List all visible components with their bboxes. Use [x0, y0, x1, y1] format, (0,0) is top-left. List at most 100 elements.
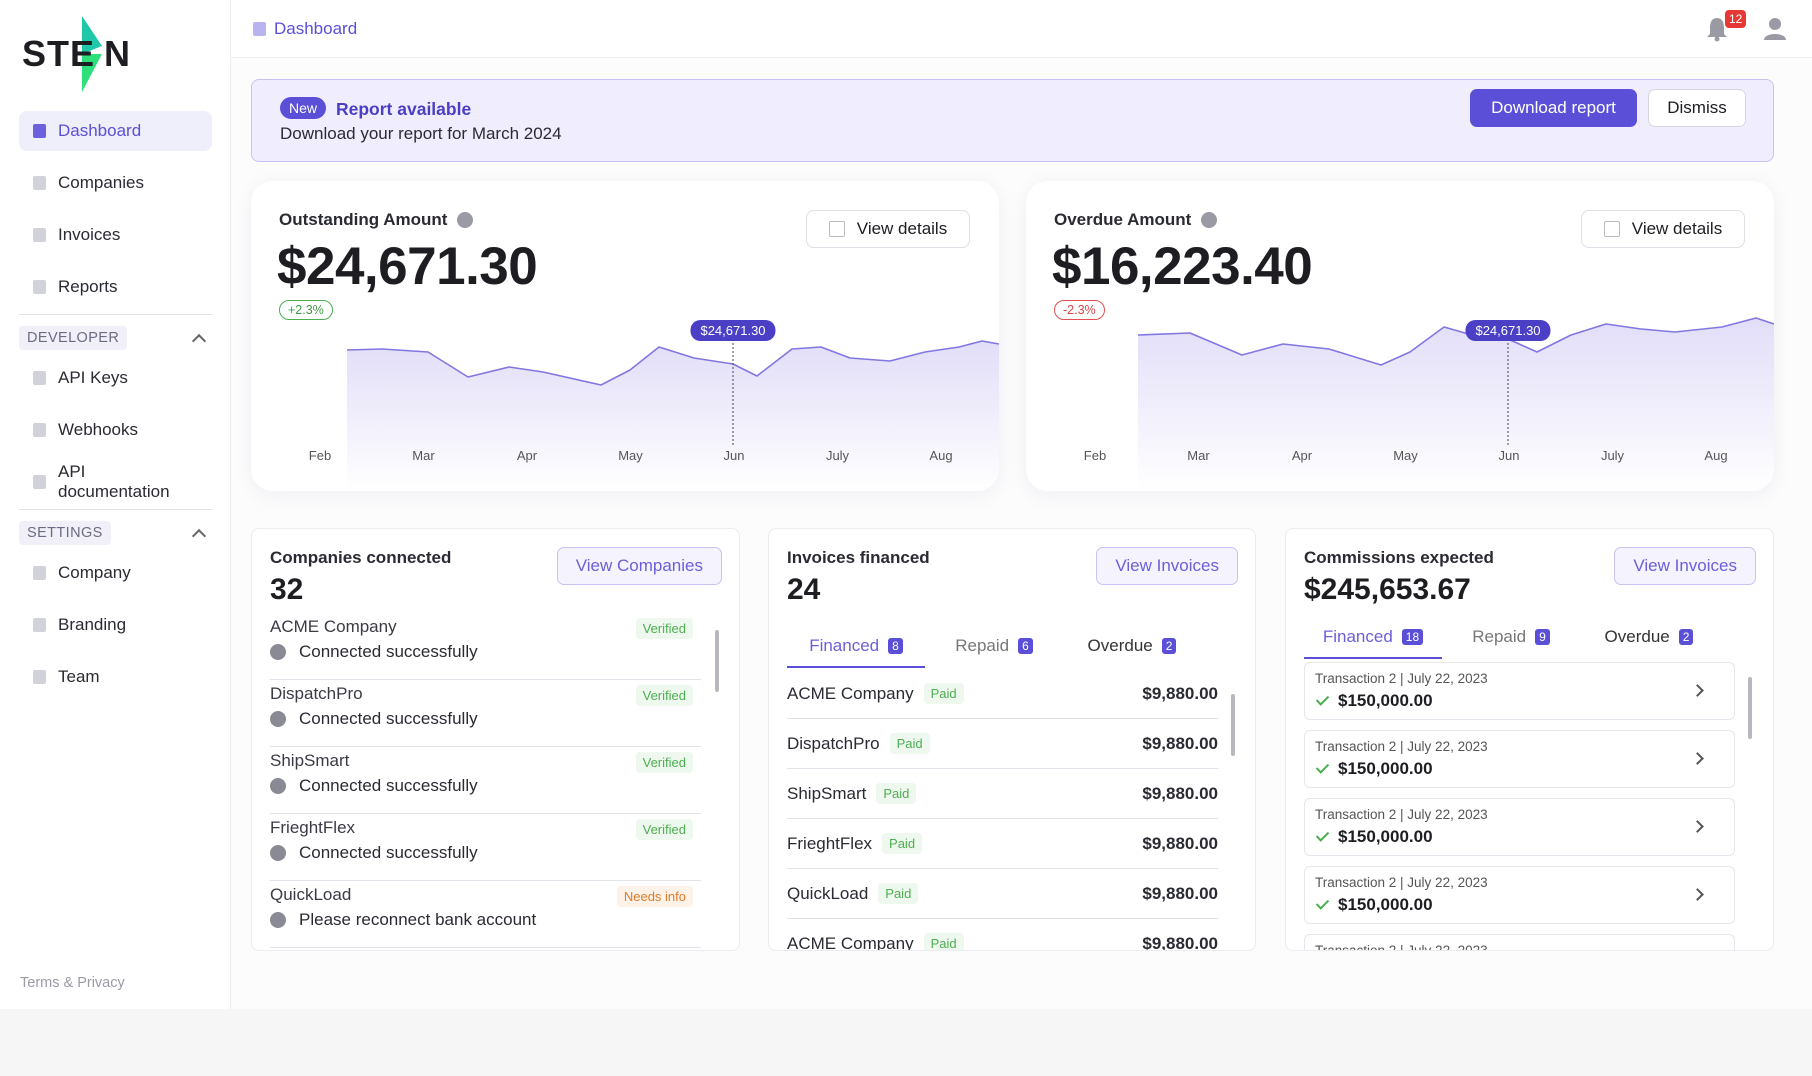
- transaction-value: $150,000.00: [1338, 759, 1433, 778]
- tab-count: 2: [1678, 629, 1694, 645]
- user-icon[interactable]: [1763, 17, 1787, 41]
- invoice-row[interactable]: ShipSmart Paid $9,880.00: [787, 769, 1218, 819]
- tab-label: Overdue: [1604, 627, 1670, 646]
- banner-badge: New: [280, 97, 327, 119]
- nav-item[interactable]: Companies: [19, 163, 212, 203]
- connection-text: Connected successfully: [299, 709, 478, 728]
- company-item[interactable]: QuickLoad Needs info Please reconnect bank…: [270, 881, 701, 948]
- transaction-item[interactable]: Transaction 2 | July 22, 2023 $150,000.00: [1304, 730, 1735, 788]
- nav-label: Company: [58, 563, 131, 582]
- change-badge: -2.3%: [1054, 300, 1105, 320]
- nav-item[interactable]: API Keys: [19, 358, 212, 398]
- view-details-button[interactable]: View details: [806, 210, 970, 248]
- company-name: FrieghtFlex: [270, 818, 356, 837]
- transaction-label: Transaction 2 | July 22, 2023: [1315, 739, 1488, 754]
- invoice-row[interactable]: ACME Company Paid $9,880.00: [787, 919, 1218, 951]
- company-item[interactable]: DispatchPro Verified Connected successfull…: [270, 680, 701, 747]
- connection-text: Please reconnect bank account: [299, 910, 537, 929]
- tab-count: 18: [1401, 629, 1424, 645]
- panel-button[interactable]: View Invoices: [1614, 547, 1756, 585]
- footer-link[interactable]: Terms & Privacy: [20, 975, 125, 991]
- status-icon: [270, 912, 286, 928]
- invoice-amount: $9,880.00: [1142, 733, 1218, 753]
- invoice-name: ACME Company: [787, 683, 914, 703]
- nav-icon: [33, 423, 46, 437]
- tab-label: Financed: [809, 636, 880, 655]
- month-label: Aug: [929, 448, 953, 463]
- tab-count: 8: [888, 638, 903, 654]
- transaction-item[interactable]: Transaction 2 | July 22, 2023$150,000.00: [1304, 866, 1735, 924]
- invoice-status: Paid: [923, 683, 964, 704]
- logo-mark: [82, 16, 102, 92]
- status-icon: [270, 845, 286, 861]
- connection-message: Connected successfully: [270, 642, 478, 662]
- invoice-name: ACME Company: [787, 933, 914, 951]
- month-label: Jun: [1498, 448, 1520, 463]
- tab-label: Financed: [1322, 627, 1393, 646]
- tab[interactable]: Repaid 6: [925, 626, 1063, 668]
- nav-label: Branding: [58, 615, 127, 634]
- company-name: ACME Company: [270, 617, 397, 636]
- status-badge: Verified: [635, 618, 693, 639]
- tab-count: 9: [1535, 629, 1550, 645]
- chevron-right: [1691, 752, 1704, 765]
- connection-message: Connected successfully: [270, 776, 478, 796]
- company-item[interactable]: ACME Company Verified Connected successful…: [270, 613, 701, 680]
- invoice-row[interactable]: FrieghtFlex Paid $9,880.00: [787, 819, 1218, 869]
- invoice-row[interactable]: DispatchPro Paid $9,880.00: [787, 719, 1218, 769]
- sparkline-area: [1138, 318, 1774, 491]
- invoice-status: Paid: [923, 933, 964, 950]
- report-banner: New Report available Download your report …: [251, 79, 1774, 162]
- invoice-row[interactable]: QuickLoad Paid $9,880.00: [787, 869, 1218, 919]
- notifications-icon[interactable]: [1706, 16, 1728, 42]
- company-name: QuickLoad: [270, 885, 352, 904]
- section-header[interactable]: SETTINGS: [19, 520, 212, 546]
- card-title: Overdue Amount: [1054, 210, 1218, 230]
- tab[interactable]: Repaid 9: [1442, 617, 1580, 659]
- tab[interactable]: Financed 8: [787, 626, 925, 668]
- nav-item[interactable]: Company: [19, 553, 212, 593]
- download-button[interactable]: Download report: [1470, 89, 1637, 127]
- nav-item[interactable]: Team: [19, 657, 212, 697]
- nav-item[interactable]: Webhooks: [19, 410, 212, 450]
- company-item[interactable]: ShipSmart Verified Connected successfully: [270, 747, 701, 814]
- help-icon[interactable]: [457, 212, 474, 228]
- transaction-value: $150,000.00: [1338, 895, 1433, 914]
- check-icon: [1315, 760, 1330, 774]
- status-badge: Needs info: [616, 886, 693, 907]
- panel-title: Invoices financed: [787, 548, 930, 567]
- transaction-item[interactable]: Transaction 2 | July 22, 2023$150,000.00: [1304, 798, 1735, 856]
- company-item[interactable]: FrieghtFlex Verified Connected successfull…: [270, 814, 701, 881]
- nav-item[interactable]: API documentation: [19, 462, 212, 502]
- month-label: July: [1600, 448, 1625, 463]
- tab[interactable]: Financed 18: [1304, 617, 1442, 659]
- nav-item[interactable]: Branding: [19, 605, 212, 645]
- dismiss-button[interactable]: Dismiss: [1648, 89, 1746, 127]
- breadcrumb[interactable]: Dashboard: [253, 19, 357, 39]
- nav-item[interactable]: Dashboard: [19, 111, 212, 151]
- tab[interactable]: Overdue 2: [1580, 617, 1718, 659]
- sparkline-area: [347, 341, 999, 491]
- tab[interactable]: Overdue 2: [1063, 626, 1201, 668]
- month-label: Apr: [1291, 448, 1313, 463]
- invoice-row[interactable]: ACME Company Paid $9,880.00: [787, 669, 1218, 719]
- scrollbar: [715, 630, 719, 692]
- card-amount: $24,671.30: [277, 237, 538, 296]
- connection-text: Connected successfully: [299, 776, 478, 795]
- transaction-amount: $150,000.00: [1315, 691, 1433, 711]
- panel-button[interactable]: View Invoices: [1096, 547, 1238, 585]
- invoice-amount: $9,880.00: [1142, 833, 1218, 853]
- transaction-item[interactable]: Transaction 2 | July 22, 2023$150,000.00: [1304, 662, 1735, 720]
- view-details-label: View details: [1631, 219, 1723, 238]
- view-details-button[interactable]: View details: [1581, 210, 1745, 248]
- help-icon[interactable]: [1201, 212, 1218, 228]
- nav-item[interactable]: Invoices: [19, 215, 212, 255]
- view-details-label: View details: [856, 219, 948, 238]
- transaction-label: Transaction 2 | July 22, 2023: [1315, 807, 1488, 822]
- nav-item[interactable]: Reports: [19, 267, 212, 307]
- transaction-item[interactable]: Transaction 2 | July 22, 2023$150,000.00: [1304, 934, 1735, 950]
- nav-icon: [33, 670, 46, 684]
- panel-button[interactable]: View Companies: [556, 547, 722, 585]
- month-label: May: [618, 448, 643, 463]
- section-header[interactable]: DEVELOPER: [19, 325, 212, 351]
